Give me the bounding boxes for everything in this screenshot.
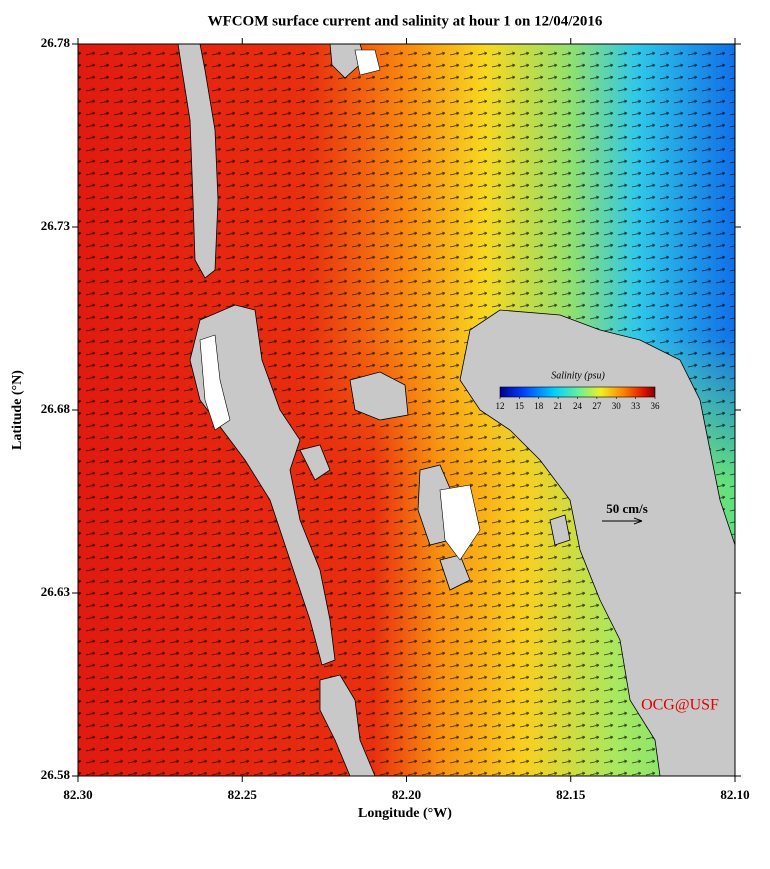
colorbar-tick-label: 15 xyxy=(515,401,525,411)
colorbar-tick-label: 18 xyxy=(534,401,544,411)
colorbar-tick-label: 21 xyxy=(554,401,563,411)
y-tick-label: 26.73 xyxy=(41,218,71,233)
x-tick-label: 82.30 xyxy=(63,787,92,802)
y-tick-label: 26.68 xyxy=(41,401,71,416)
land-interior xyxy=(199,49,481,561)
map-area xyxy=(78,44,735,776)
y-tick-label: 26.63 xyxy=(41,584,71,599)
colorbar-tick-label: 36 xyxy=(651,401,661,411)
colorbar-tick-label: 33 xyxy=(631,401,641,411)
x-tick-label: 82.15 xyxy=(556,787,586,802)
x-axis-label: Longitude (°W) xyxy=(358,806,452,821)
y-tick-label: 26.58 xyxy=(41,767,71,782)
y-tick-label: 26.78 xyxy=(41,35,71,50)
colorbar-label: Salinity (psu) xyxy=(551,370,605,381)
x-tick-label: 82.10 xyxy=(720,787,749,802)
colorbar-tick-label: 30 xyxy=(612,401,622,411)
scale-arrow xyxy=(602,517,643,525)
y-axis-label: Latitude (°N) xyxy=(10,370,25,450)
colorbar xyxy=(499,386,656,398)
colorbar-tick-label: 27 xyxy=(592,401,602,411)
credit: OCG@USF xyxy=(641,697,719,714)
title: WFCOM surface current and salinity at ho… xyxy=(208,13,603,29)
colorbar-tick-label: 24 xyxy=(573,401,583,411)
x-tick-label: 82.20 xyxy=(392,787,421,802)
x-tick-label: 82.25 xyxy=(228,787,258,802)
colorbar-tick-label: 12 xyxy=(496,401,505,411)
land xyxy=(177,44,735,776)
scale-label: 50 cm/s xyxy=(606,501,648,516)
